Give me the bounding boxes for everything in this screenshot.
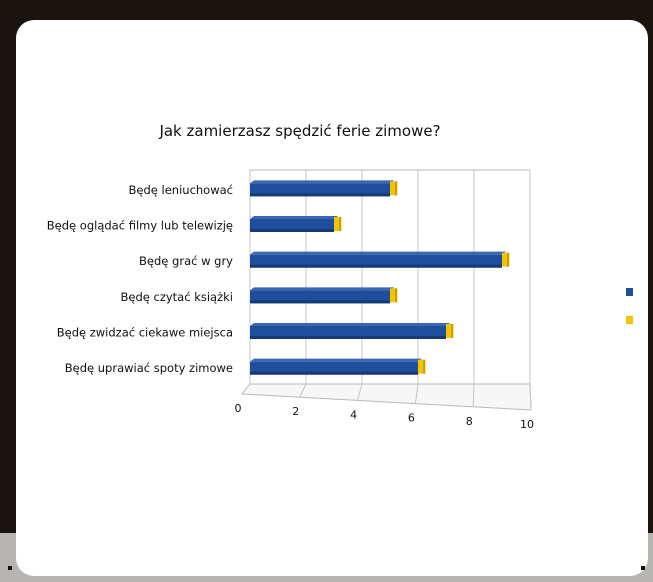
chart-x-ticks: 0 2 4 6 8 10 <box>235 402 535 431</box>
floor-gridline <box>472 383 475 407</box>
bar-top-face <box>250 216 338 219</box>
chart-floor <box>241 383 532 411</box>
category-label: Będę leniuchować <box>129 183 233 197</box>
bar <box>250 361 418 375</box>
bar-shade <box>250 300 390 304</box>
floor-gridline <box>299 383 307 398</box>
bar-cap <box>334 217 342 231</box>
floor-gridline <box>241 383 251 395</box>
bar-cap-edge <box>395 181 398 196</box>
bar-top-face <box>250 180 394 184</box>
corner-dot-right <box>641 566 645 570</box>
x-tick-label: 10 <box>520 418 534 431</box>
category-label: Będę czytać książki <box>121 290 233 304</box>
bar-cap <box>390 288 398 303</box>
x-tick-label: 8 <box>466 415 473 428</box>
bar-top-face <box>250 251 506 255</box>
corner-dot-left <box>8 566 12 570</box>
chart-title: Jak zamierzasz spędzić ferie zimowe? <box>158 122 440 140</box>
bar <box>250 254 502 268</box>
x-tick-label: 0 <box>235 402 242 415</box>
chart-bars <box>250 180 510 375</box>
bar-shade <box>250 229 334 232</box>
x-tick-label: 2 <box>292 405 299 418</box>
legend-swatch <box>626 288 633 296</box>
floor-gridline <box>357 383 363 401</box>
bar-cap-edge <box>451 324 454 338</box>
bar-shade <box>250 264 502 268</box>
bar <box>250 326 446 339</box>
bar-cap-edge <box>339 217 342 231</box>
bar <box>250 219 334 232</box>
bar-cap <box>446 324 454 338</box>
legend-swatch <box>626 316 633 324</box>
floor-gridline <box>414 383 419 404</box>
bar <box>250 183 390 197</box>
category-label: Będę zwidzać ciekawe miejsca <box>57 326 233 340</box>
bar-cap-edge <box>395 288 398 303</box>
bar-shade <box>250 371 418 375</box>
bar-cap <box>390 181 398 196</box>
bar-cap <box>418 359 426 374</box>
category-label: Będę grać w gry <box>139 254 233 268</box>
bar-top-face <box>250 323 450 326</box>
bar-shade <box>250 193 390 197</box>
bar-top-face <box>250 358 422 362</box>
bar-shade <box>250 336 446 339</box>
chart-category-labels: Będę leniuchować Będę oglądać filmy lub t… <box>47 183 233 375</box>
floor-gridline <box>529 383 532 411</box>
chart-legend <box>626 288 633 324</box>
x-tick-label: 4 <box>350 408 357 421</box>
bar <box>250 290 390 304</box>
chart-back-wall <box>249 169 531 385</box>
bar-cap <box>502 252 510 267</box>
category-label: Będę uprawiać spoty zimowe <box>65 361 233 375</box>
bar-top-face <box>250 287 394 291</box>
bar-cap-edge <box>507 252 510 267</box>
chart-grid <box>241 169 532 411</box>
bar-cap-edge <box>423 359 426 374</box>
category-label: Będę oglądać filmy lub telewizję <box>47 219 233 233</box>
x-tick-label: 6 <box>408 412 415 425</box>
